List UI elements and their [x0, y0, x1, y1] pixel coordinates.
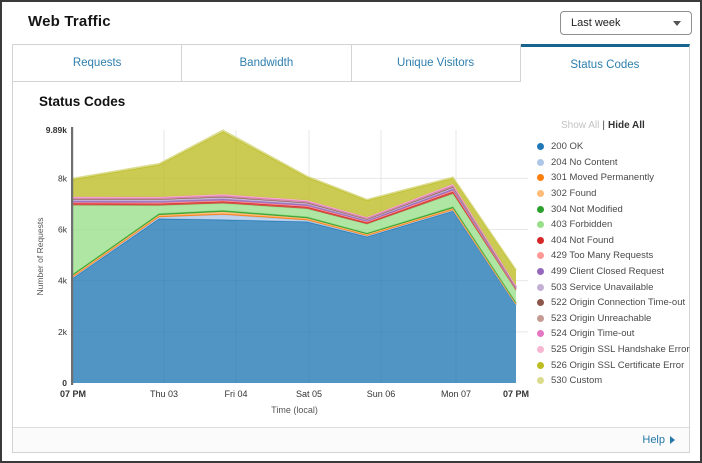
tab-requests-label: Requests	[72, 57, 122, 69]
legend-color-dot-icon	[537, 268, 544, 276]
legend-item-label: 530 Custom	[551, 375, 603, 387]
legend-item-label: 429 Too Many Requests	[551, 250, 654, 262]
legend-item[interactable]: 530 Custom	[537, 373, 689, 389]
legend-color-dot-icon	[537, 314, 544, 322]
legend-item[interactable]: 499 Client Closed Request	[537, 264, 689, 280]
svg-text:6k: 6k	[58, 225, 68, 235]
legend-item[interactable]: 301 Moved Permanently	[537, 170, 689, 186]
date-range-value: Last week	[571, 17, 621, 29]
svg-text:9.89k: 9.89k	[46, 125, 68, 135]
legend-item-label: 524 Origin Time-out	[551, 328, 635, 340]
legend-color-dot-icon	[537, 190, 544, 198]
legend-item[interactable]: 404 Not Found	[537, 233, 689, 249]
chevron-down-icon	[673, 20, 681, 26]
svg-text:Thu 03: Thu 03	[150, 389, 178, 399]
legend-color-dot-icon	[537, 143, 544, 151]
legend-item-label: 522 Origin Connection Time-out	[551, 297, 686, 309]
page-title: Web Traffic	[28, 13, 111, 30]
legend-item-label: 499 Client Closed Request	[551, 266, 665, 278]
legend-item[interactable]: 522 Origin Connection Time-out	[537, 295, 689, 311]
legend-item-label: 200 OK	[551, 141, 584, 153]
legend-color-dot-icon	[537, 377, 544, 385]
legend-item-label: 403 Forbidden	[551, 219, 613, 231]
show-all-link[interactable]: Show All	[561, 120, 600, 131]
help-link-label: Help	[642, 434, 665, 446]
legend-color-dot-icon	[537, 346, 544, 354]
legend-item-label: 301 Moved Permanently	[551, 172, 654, 184]
legend-item-label: 526 Origin SSL Certificate Error	[551, 359, 685, 371]
panel-footer: Help	[13, 427, 689, 452]
legend-item[interactable]: 204 No Content	[537, 155, 689, 171]
legend-item[interactable]: 503 Service Unavailable	[537, 279, 689, 295]
legend-color-dot-icon	[537, 205, 544, 213]
legend-color-dot-icon	[537, 221, 544, 229]
tab-status-codes-label: Status Codes	[570, 58, 640, 71]
svg-text:Time (local): Time (local)	[271, 405, 318, 415]
chart-legend: Show All | Hide All 200 OK 204 No Content 30…	[537, 120, 690, 389]
legend-item[interactable]: 524 Origin Time-out	[537, 326, 689, 342]
svg-text:2k: 2k	[58, 327, 68, 337]
status-codes-chart: 0 2k 4k 6k 8k 9.89k 07 PM Thu 03 Fri 04 Sat 05 Sun…	[35, 125, 529, 415]
svg-text:4k: 4k	[58, 276, 68, 286]
legend-item-label: 525 Origin SSL Handshake Error	[551, 344, 690, 356]
legend-divider: |	[602, 120, 605, 131]
legend-color-dot-icon	[537, 236, 544, 244]
legend-item[interactable]: 302 Found	[537, 186, 689, 202]
svg-text:Mon 07: Mon 07	[441, 389, 471, 399]
tab-unique-visitors-label: Unique Visitors	[397, 57, 475, 69]
legend-color-dot-icon	[537, 361, 544, 369]
tab-requests[interactable]: Requests	[12, 44, 183, 82]
legend-item-label: 304 Not Modified	[551, 203, 623, 215]
tab-bandwidth[interactable]: Bandwidth	[182, 44, 352, 82]
hide-all-link[interactable]: Hide All	[607, 120, 645, 131]
legend-item-label: 523 Origin Unreachable	[551, 312, 652, 324]
legend-controls: Show All | Hide All	[561, 120, 689, 131]
legend-color-dot-icon	[537, 283, 544, 291]
legend-color-dot-icon	[537, 158, 544, 166]
legend-color-dot-icon	[537, 299, 544, 307]
chart-title: Status Codes	[39, 94, 126, 109]
legend-color-dot-icon	[537, 252, 544, 260]
tab-bandwidth-label: Bandwidth	[239, 57, 294, 69]
svg-text:Fri 04: Fri 04	[224, 389, 247, 399]
legend-item[interactable]: 304 Not Modified	[537, 201, 689, 217]
legend-item[interactable]: 523 Origin Unreachable	[537, 311, 689, 327]
svg-text:07 PM: 07 PM	[60, 389, 86, 399]
legend-item-list: 200 OK 204 No Content 301 Moved Permanentl…	[537, 139, 690, 389]
legend-item[interactable]: 200 OK	[537, 139, 689, 155]
tab-status-codes[interactable]: Status Codes	[520, 44, 690, 82]
svg-text:Sun 06: Sun 06	[367, 389, 396, 399]
legend-color-dot-icon	[537, 174, 544, 182]
tab-bar: Requests Bandwidth Unique Visitors Statu…	[12, 44, 690, 82]
svg-text:07 PM: 07 PM	[503, 389, 529, 399]
date-range-dropdown[interactable]: Last week	[560, 11, 692, 35]
legend-item-label: 503 Service Unavailable	[551, 281, 654, 293]
arrow-right-icon	[670, 436, 675, 444]
status-codes-panel: Status Codes 0 2k 4k 6k 8k 9.89k 07 PM Thu 03 Fr…	[12, 82, 690, 453]
legend-item[interactable]: 525 Origin SSL Handshake Error	[537, 342, 690, 358]
svg-text:Sat 05: Sat 05	[296, 389, 322, 399]
legend-item-label: 404 Not Found	[551, 234, 614, 246]
help-link[interactable]: Help	[642, 434, 675, 446]
legend-item[interactable]: 429 Too Many Requests	[537, 248, 689, 264]
legend-color-dot-icon	[537, 330, 544, 338]
chart-area: Status Codes 0 2k 4k 6k 8k 9.89k 07 PM Thu 03 Fr…	[13, 82, 690, 427]
legend-item-label: 302 Found	[551, 188, 597, 200]
svg-text:Number of Requests: Number of Requests	[35, 218, 45, 296]
legend-item-label: 204 No Content	[551, 156, 618, 168]
legend-item[interactable]: 526 Origin SSL Certificate Error	[537, 357, 689, 373]
legend-item[interactable]: 403 Forbidden	[537, 217, 689, 233]
svg-text:0: 0	[62, 378, 67, 388]
tab-unique-visitors[interactable]: Unique Visitors	[351, 44, 521, 82]
svg-text:8k: 8k	[58, 173, 68, 183]
